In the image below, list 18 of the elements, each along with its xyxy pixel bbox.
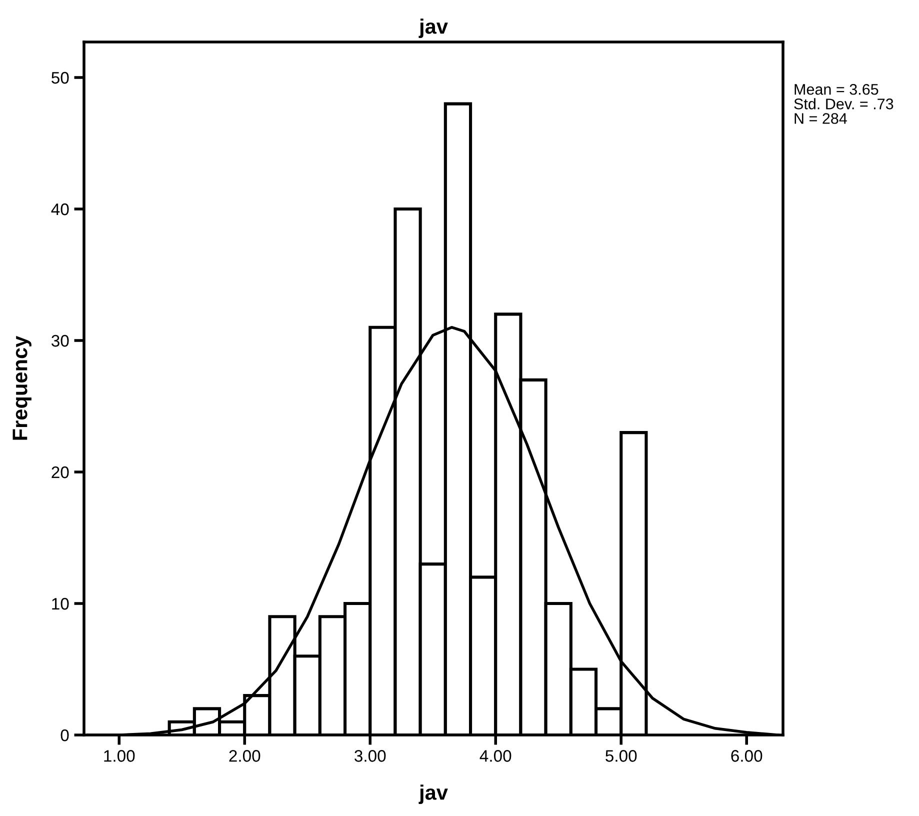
chart-title: jav [418,18,448,38]
x-tick-label: 5.00 [606,750,637,762]
text: N = 284 [794,113,847,124]
y-tick-label: 40 [51,203,69,216]
x-tick-label: 6.00 [731,750,762,762]
x-tick-label: 1.00 [104,750,135,762]
x-tick-label: 2.00 [229,750,260,762]
y-tick-label: 50 [52,72,69,84]
x-axis-title: jav [418,784,448,804]
text: Mean = 3.65 [794,84,878,95]
x-tick-label: 3.00 [354,750,386,762]
y-axis-title: Frequency [12,336,32,440]
y-tick-label: 30 [52,334,69,347]
y-tick-label: 10 [52,598,69,610]
text: Std. Dev. = .73 [794,98,894,110]
y-tick-label: 20 [52,466,69,478]
y-tick-label: 0 [60,729,69,742]
x-tick-label: 4.00 [480,750,512,762]
